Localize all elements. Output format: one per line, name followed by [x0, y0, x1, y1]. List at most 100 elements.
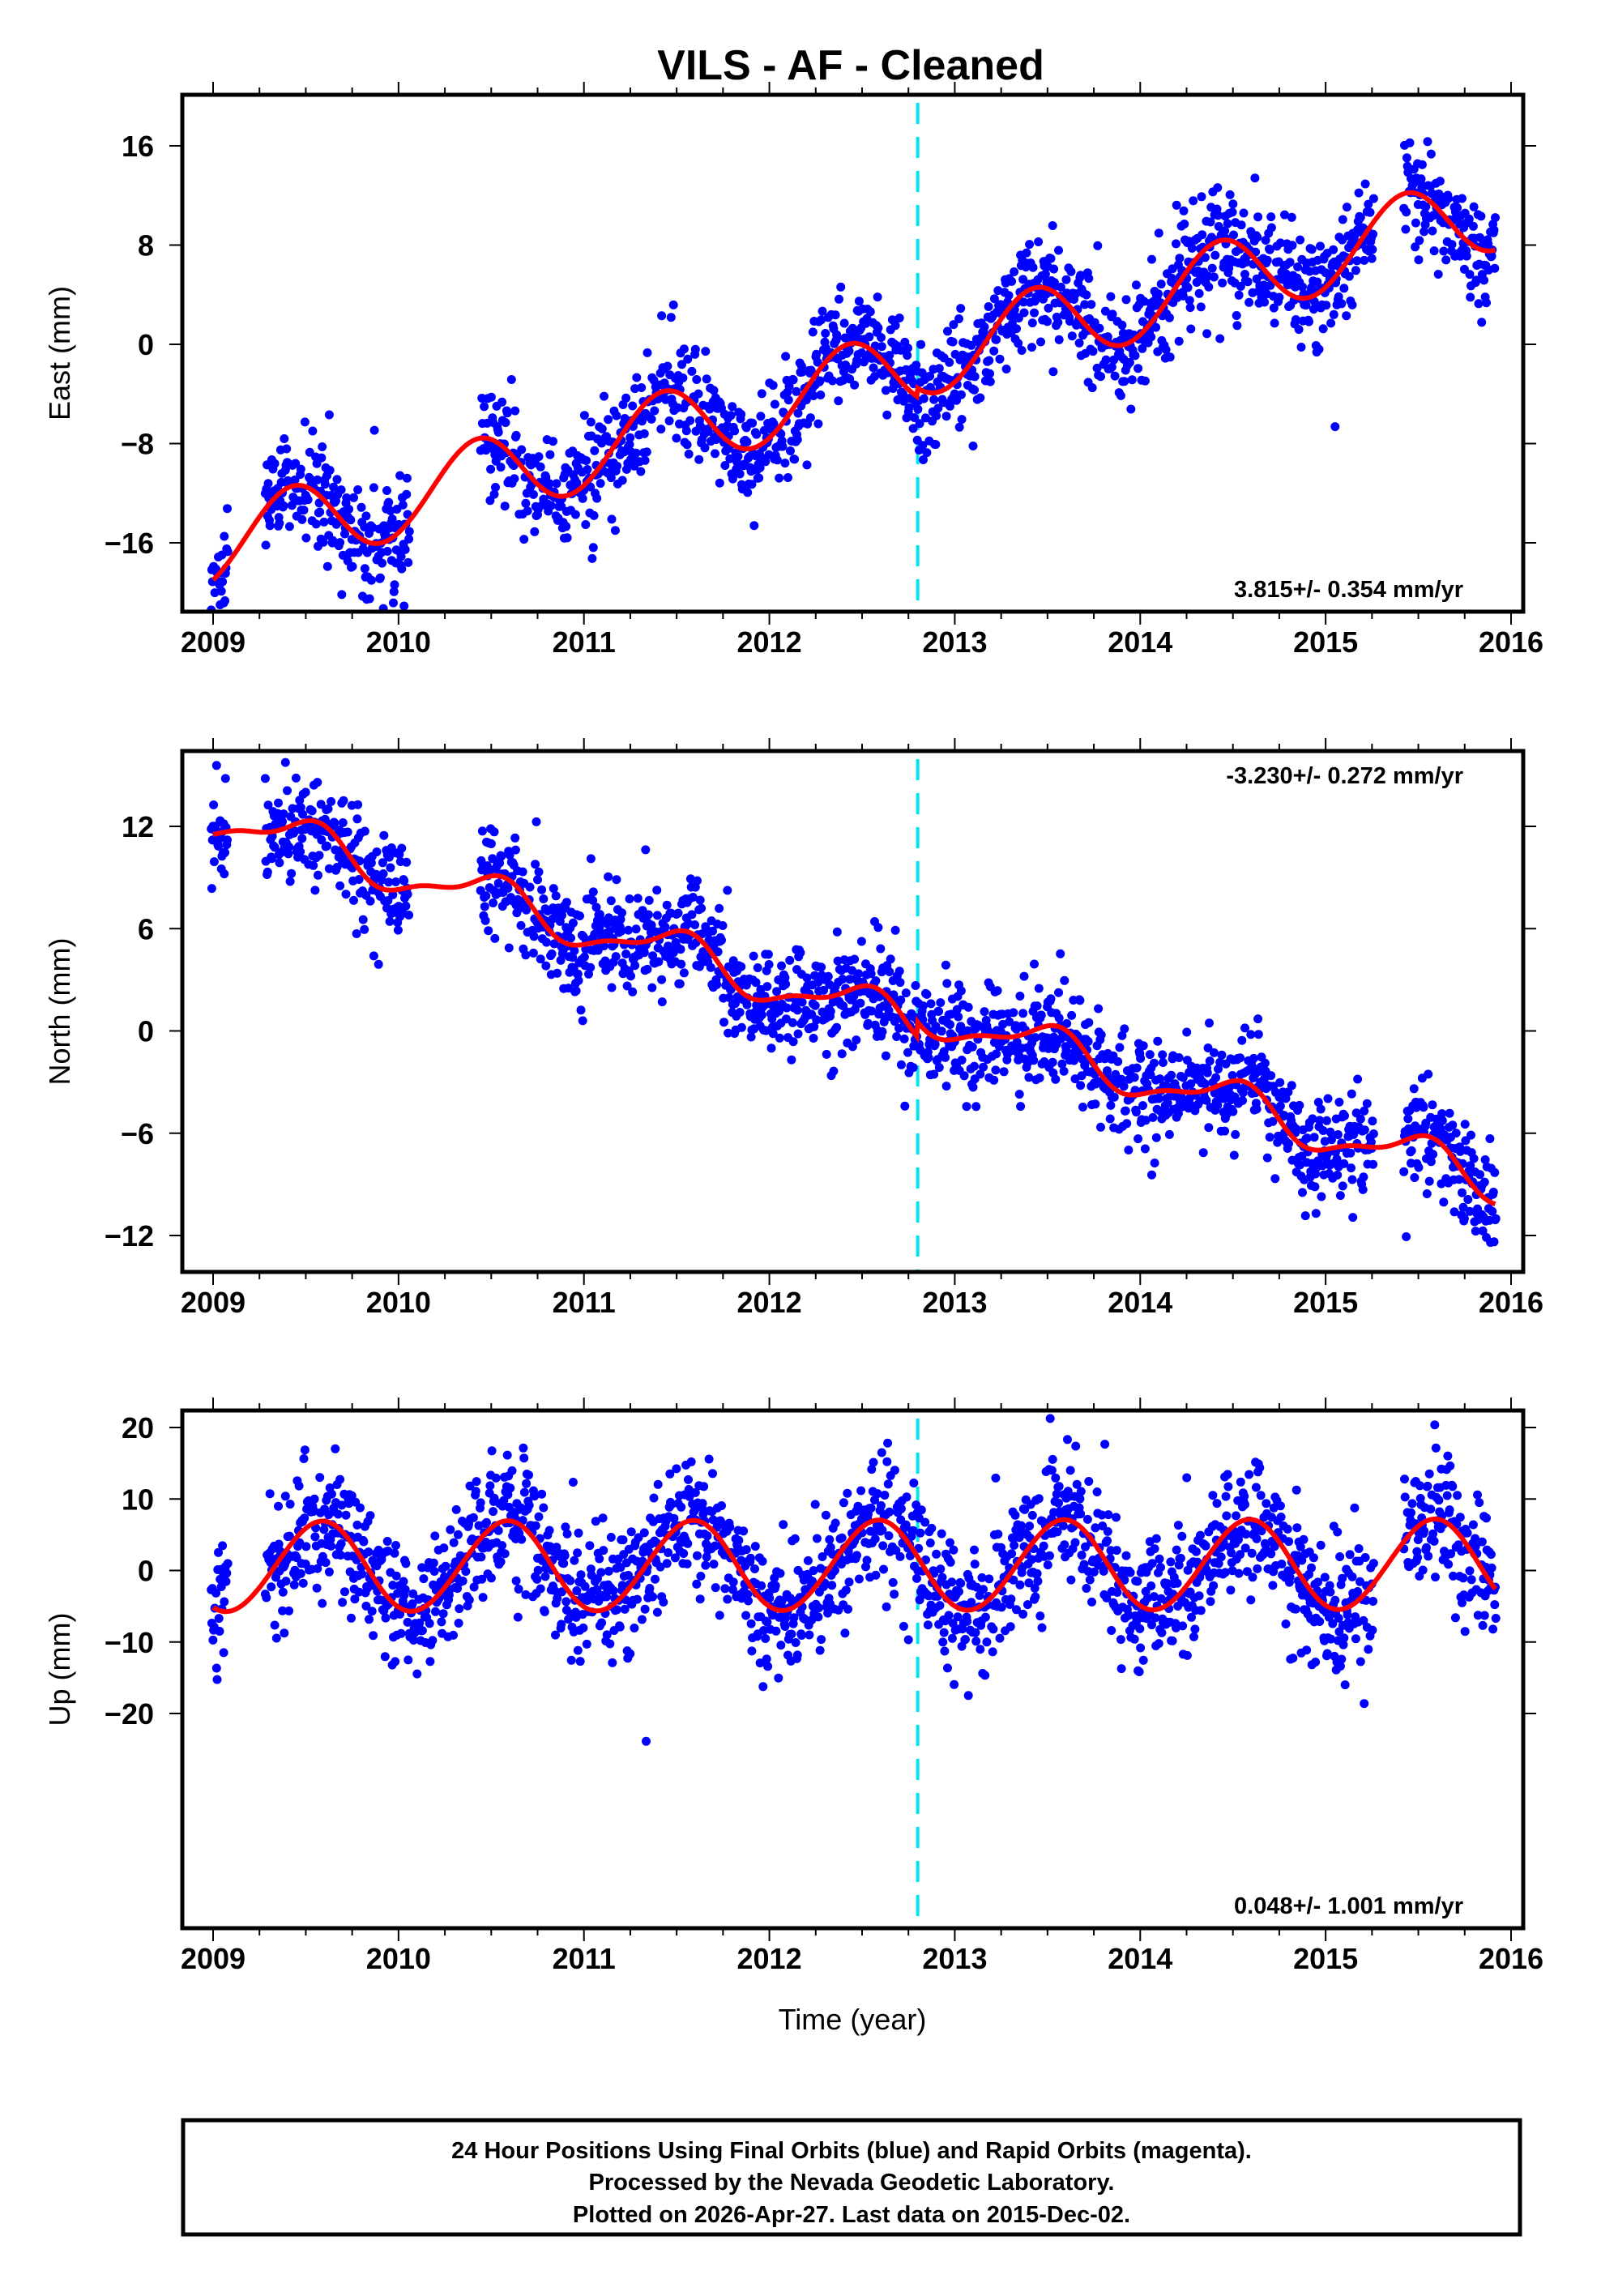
- data-point: [1033, 1577, 1043, 1586]
- data-point: [1154, 1639, 1163, 1649]
- east-rate-label: 3.815+/- 0.354 mm/yr: [1234, 577, 1463, 603]
- data-point: [970, 1545, 979, 1555]
- data-point: [335, 538, 345, 548]
- data-point: [713, 947, 723, 957]
- data-point: [967, 1598, 976, 1607]
- data-point: [207, 884, 216, 894]
- data-point: [733, 451, 743, 461]
- data-point: [549, 939, 559, 949]
- data-point: [477, 1574, 487, 1584]
- data-point: [216, 587, 226, 596]
- data-point: [1185, 296, 1194, 305]
- data-point: [953, 1612, 963, 1622]
- data-point: [1182, 1473, 1192, 1483]
- data-point: [829, 1066, 839, 1076]
- data-point: [1250, 173, 1260, 183]
- data-point: [892, 1032, 902, 1041]
- data-point: [1093, 241, 1103, 250]
- data-point: [1005, 1622, 1015, 1632]
- data-point: [756, 412, 766, 421]
- data-point: [591, 903, 601, 912]
- data-point: [956, 304, 966, 314]
- x-tick-label: 2012: [737, 625, 802, 659]
- data-point: [688, 893, 698, 902]
- data-point: [1308, 1114, 1317, 1124]
- data-point: [1022, 248, 1031, 258]
- data-point: [287, 868, 297, 878]
- data-point: [1433, 270, 1443, 279]
- data-point: [1214, 211, 1223, 220]
- data-point: [1089, 1567, 1099, 1577]
- data-point: [1084, 1018, 1094, 1027]
- data-point: [832, 332, 842, 342]
- data-point: [908, 1063, 918, 1073]
- data-point: [1253, 212, 1263, 222]
- data-point: [335, 1551, 345, 1560]
- data-point: [1360, 179, 1370, 189]
- data-point: [940, 1646, 950, 1656]
- data-point: [402, 473, 412, 483]
- data-point: [867, 1465, 877, 1474]
- x-tick-label: 2009: [181, 1286, 245, 1319]
- data-point: [274, 798, 283, 808]
- data-point: [1040, 269, 1050, 279]
- data-point: [1070, 1538, 1080, 1547]
- data-point: [856, 937, 866, 946]
- data-point: [890, 1590, 899, 1599]
- data-point: [575, 1657, 585, 1667]
- data-point: [574, 1528, 583, 1538]
- data-point: [1189, 196, 1198, 206]
- data-point: [631, 924, 641, 934]
- data-point: [845, 374, 855, 384]
- data-point: [1047, 1466, 1057, 1475]
- data-point: [695, 1594, 705, 1604]
- data-point: [625, 433, 635, 442]
- data-point: [391, 1657, 400, 1667]
- data-point: [1230, 1092, 1240, 1102]
- data-point: [578, 1623, 588, 1632]
- data-point: [1333, 1130, 1343, 1139]
- data-point: [947, 1577, 957, 1587]
- data-point: [1067, 331, 1077, 341]
- data-point: [1136, 1053, 1146, 1063]
- x-tick-label: 2011: [553, 1286, 616, 1319]
- data-point: [291, 773, 301, 783]
- data-point: [468, 1513, 478, 1522]
- data-point: [885, 967, 894, 976]
- data-point: [747, 1646, 757, 1656]
- data-point: [989, 294, 999, 304]
- data-point: [500, 501, 510, 511]
- data-point: [686, 1457, 696, 1466]
- data-point: [1227, 207, 1237, 217]
- data-point: [576, 1570, 586, 1580]
- data-point: [1096, 1122, 1105, 1132]
- data-point: [988, 1647, 997, 1657]
- data-point: [1010, 267, 1019, 276]
- data-point: [1098, 1521, 1108, 1530]
- data-point: [532, 817, 541, 826]
- data-point: [1108, 309, 1117, 319]
- data-point: [971, 1102, 981, 1112]
- data-point: [261, 540, 271, 550]
- data-point: [1015, 1580, 1025, 1590]
- data-point: [750, 1564, 759, 1573]
- data-point: [877, 1026, 887, 1036]
- data-point: [1156, 280, 1166, 289]
- data-point: [712, 979, 722, 989]
- data-point: [472, 1477, 481, 1487]
- data-point: [451, 1504, 461, 1514]
- data-point: [476, 1498, 485, 1508]
- data-point: [599, 1546, 608, 1556]
- data-point: [865, 307, 875, 317]
- data-point: [1027, 1510, 1037, 1520]
- data-point: [826, 1006, 835, 1016]
- data-point: [1088, 347, 1098, 356]
- data-point: [1399, 1167, 1409, 1176]
- data-point: [1061, 275, 1071, 284]
- data-point: [830, 1565, 839, 1575]
- data-point: [1428, 1100, 1437, 1110]
- data-point: [562, 533, 572, 543]
- data-point: [598, 1513, 608, 1523]
- data-point: [792, 386, 801, 396]
